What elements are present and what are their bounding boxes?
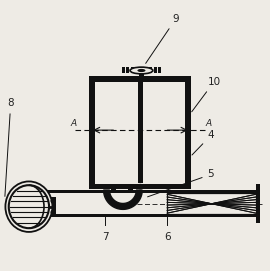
- Bar: [22, 224, 36, 229]
- Bar: [149, 67, 152, 73]
- Bar: [139, 68, 144, 76]
- Text: 6: 6: [164, 232, 171, 242]
- Bar: [167, 193, 256, 214]
- Bar: [89, 82, 95, 189]
- Bar: [89, 76, 191, 82]
- Ellipse shape: [5, 181, 52, 232]
- Bar: [138, 82, 143, 183]
- Text: 4: 4: [192, 131, 214, 155]
- Bar: [131, 67, 134, 73]
- Bar: [144, 67, 148, 73]
- Bar: [89, 184, 191, 189]
- Text: A: A: [205, 119, 211, 128]
- Bar: [128, 189, 133, 190]
- Bar: [256, 184, 260, 223]
- Circle shape: [51, 211, 55, 214]
- Bar: [22, 214, 256, 217]
- Bar: [135, 67, 139, 73]
- Ellipse shape: [9, 185, 49, 228]
- Bar: [22, 224, 36, 229]
- Bar: [154, 67, 157, 73]
- Bar: [126, 67, 129, 73]
- Bar: [122, 67, 125, 73]
- Text: 9: 9: [146, 14, 179, 63]
- Bar: [167, 193, 256, 214]
- Text: A: A: [70, 119, 76, 128]
- Polygon shape: [104, 190, 142, 209]
- Text: 10: 10: [192, 77, 221, 112]
- Bar: [22, 190, 256, 193]
- Bar: [185, 82, 191, 189]
- Text: 8: 8: [5, 98, 14, 196]
- Text: 5: 5: [148, 169, 214, 197]
- Bar: [50, 196, 56, 217]
- Bar: [158, 67, 161, 73]
- Bar: [22, 190, 25, 221]
- Ellipse shape: [137, 69, 146, 72]
- Bar: [25, 193, 131, 214]
- Circle shape: [51, 199, 55, 203]
- Ellipse shape: [130, 67, 153, 74]
- Circle shape: [138, 185, 143, 189]
- Bar: [25, 205, 56, 209]
- Text: 7: 7: [102, 232, 109, 242]
- Bar: [140, 67, 143, 73]
- Bar: [111, 189, 116, 190]
